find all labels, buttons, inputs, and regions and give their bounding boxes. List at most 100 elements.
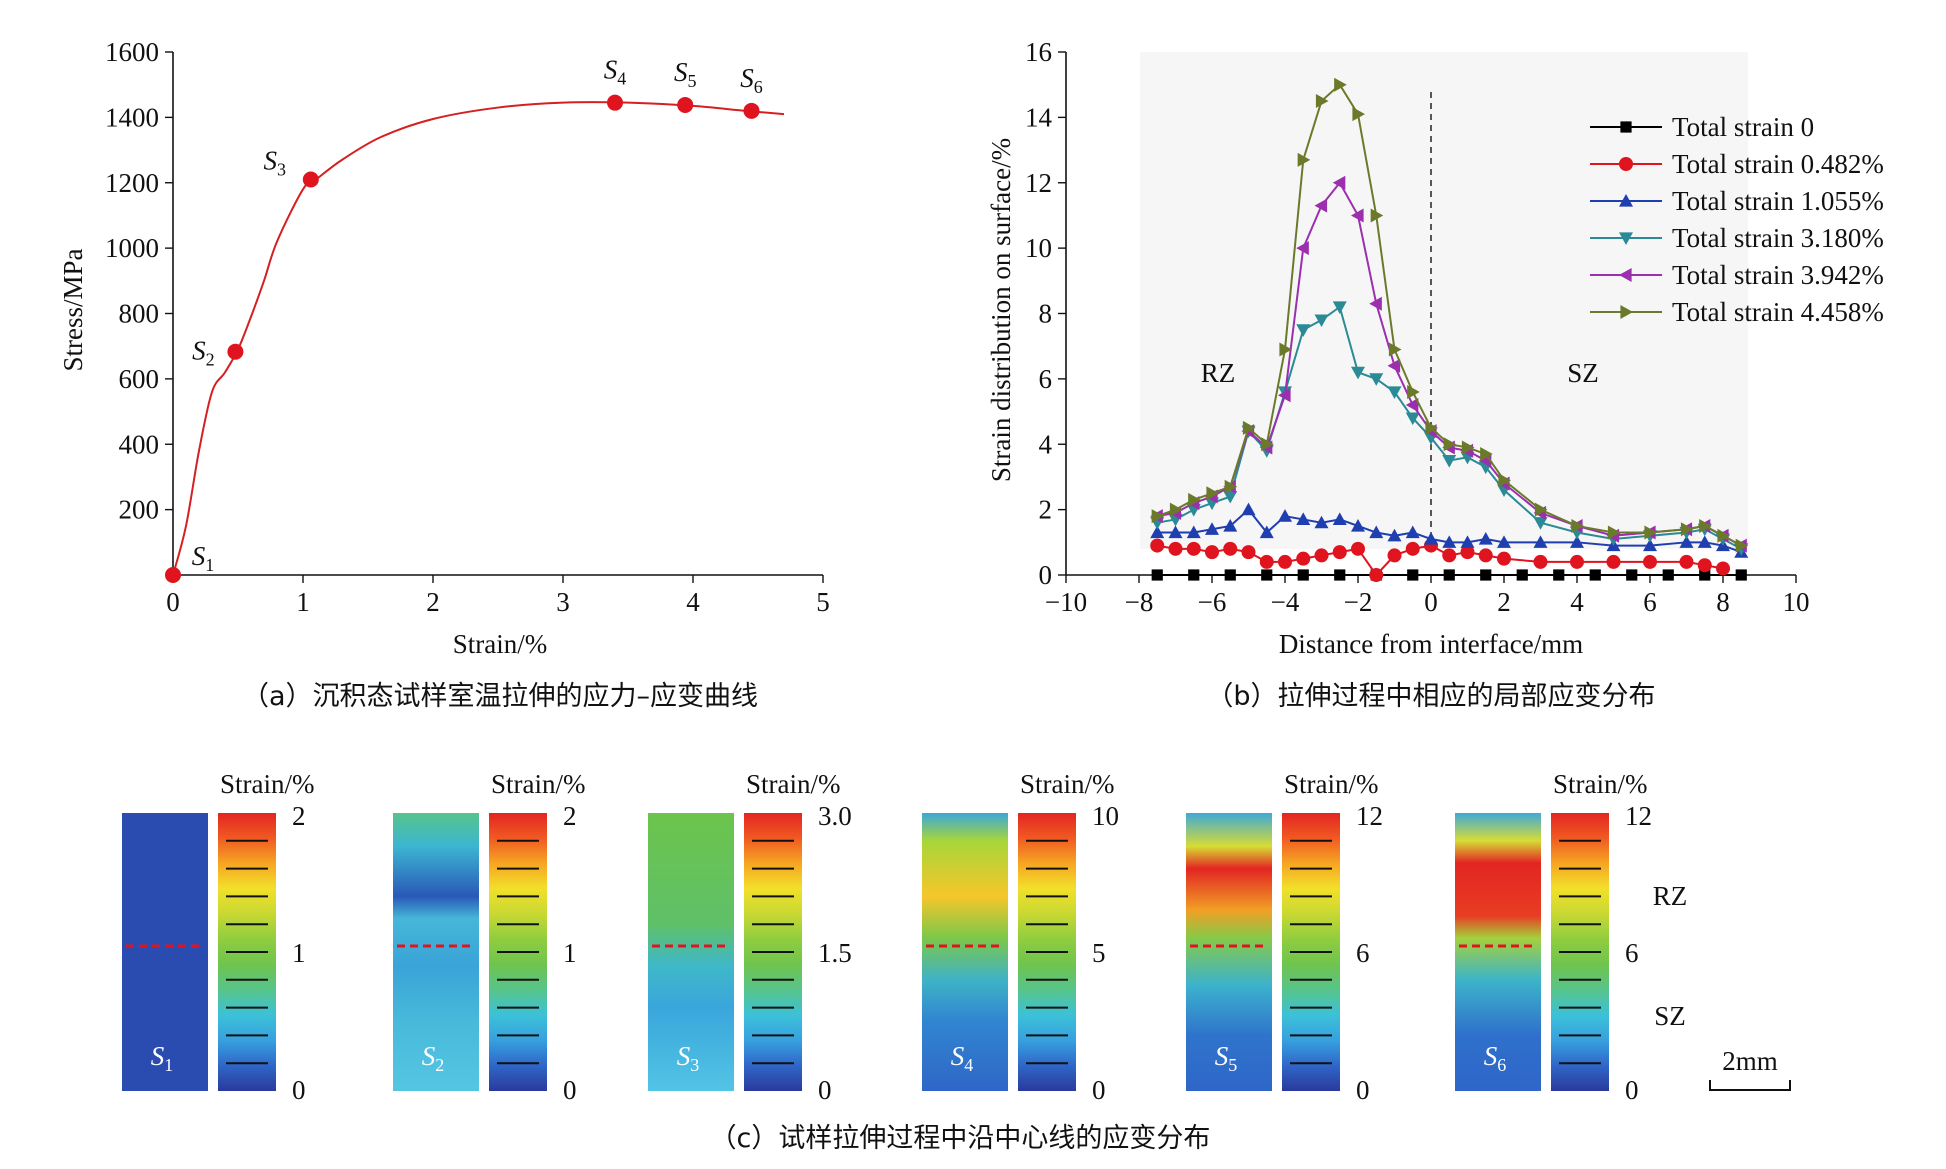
- series-5-point: [1607, 525, 1621, 540]
- y-tick-label-b: 4: [1039, 429, 1053, 459]
- series-5-point: [1680, 522, 1694, 537]
- y-tick-label-b: 0: [1039, 560, 1053, 590]
- map-label-s6: S6: [1484, 1041, 1507, 1075]
- series-1-point: [1241, 545, 1256, 560]
- colorbar-title: Strain/%: [1553, 769, 1648, 799]
- series-2-point: [1424, 532, 1438, 545]
- series-2-point: [1405, 525, 1420, 539]
- series-1-point: [1369, 568, 1384, 582]
- y-axis-label-b: Strain distribution on surface/%: [986, 138, 1016, 482]
- series-3-point: [1351, 366, 1365, 380]
- series-1-point: [1533, 554, 1548, 569]
- legend-marker-4: [1619, 268, 1632, 282]
- series-5-point: [1717, 528, 1730, 543]
- series-0-point: [1443, 569, 1455, 581]
- scale-bar-line: [1709, 1080, 1791, 1091]
- colorbar-tick-label: 6: [1356, 938, 1370, 968]
- y-tick-label-b: 14: [1025, 102, 1053, 132]
- x-tick-label-a: 3: [556, 587, 570, 617]
- strain-series: [1150, 77, 1749, 582]
- series-5-point: [1151, 509, 1165, 524]
- caption-a: （a）沉积态试样室温拉伸的应力–应变曲线: [242, 681, 758, 712]
- series-5-point: [1571, 518, 1584, 533]
- series-0-point: [1224, 569, 1236, 581]
- series-2-point: [1679, 535, 1694, 548]
- x-tick-label-a: 0: [166, 587, 180, 617]
- colorbar-tick-label: 0: [292, 1075, 306, 1105]
- series-5-point: [1261, 437, 1274, 452]
- y-tick-label-a: 1200: [105, 168, 159, 198]
- x-tick-label-b: 4: [1570, 587, 1584, 617]
- y-tick-label-a: 1600: [105, 37, 159, 67]
- y-tick-label-a: 400: [119, 429, 160, 459]
- series-5-point: [1699, 518, 1712, 533]
- series-4-point: [1405, 398, 1419, 413]
- colorbar-title: Strain/%: [746, 769, 841, 799]
- x-tick-label-b: −2: [1344, 587, 1373, 617]
- y-tick-label-b: 6: [1039, 364, 1053, 394]
- series-1-point: [1497, 551, 1511, 566]
- series-1-point: [1405, 541, 1420, 556]
- series-1-point: [1150, 538, 1165, 553]
- series-2-point: [1442, 535, 1457, 548]
- series-1-point: [1205, 545, 1219, 560]
- series-2-point: [1533, 535, 1548, 548]
- stage-label-s6: S6: [740, 63, 763, 97]
- series-0-point: [1261, 569, 1273, 581]
- x-axis-label-a: Strain/%: [453, 629, 548, 659]
- map-image-s1: [122, 813, 208, 1091]
- y-tick-label-a: 1000: [105, 233, 159, 263]
- stage-label-s1: S1: [192, 541, 215, 575]
- series-5-point: [1297, 152, 1311, 167]
- series-1-point: [1478, 548, 1493, 563]
- series-2-point: [1570, 535, 1584, 548]
- series-5-point: [1188, 492, 1201, 507]
- strain-map-s5: S5 Strain/%12 6 0: [1186, 769, 1383, 1105]
- series-0: [1151, 569, 1747, 581]
- x-tick-label-b: 10: [1783, 587, 1810, 617]
- series-5-point: [1352, 107, 1365, 122]
- series-2-point: [1314, 515, 1329, 529]
- series-2-point: [1643, 538, 1657, 552]
- series-4-point: [1314, 198, 1328, 213]
- series-3-point: [1442, 454, 1457, 468]
- colorbar-tick-label: 2: [563, 801, 577, 831]
- scale-bar-label: 2mm: [1722, 1046, 1778, 1076]
- map-image-s4: [922, 813, 1008, 1091]
- map-label-s5: S5: [1215, 1041, 1238, 1075]
- series-2-point: [1168, 525, 1183, 539]
- series-5-point: [1735, 538, 1749, 553]
- chart-a-axes: [172, 52, 823, 576]
- x-tick-label-b: −10: [1045, 587, 1087, 617]
- series-2-point: [1387, 528, 1402, 542]
- colorbar-tick-label: 0: [563, 1075, 577, 1105]
- colorbar-tick-label: 0: [1092, 1075, 1106, 1105]
- series-3-point: [1332, 301, 1347, 314]
- series-0-point: [1553, 569, 1565, 581]
- stage-points: S1 S2 S3 S4 S5 S6: [165, 55, 763, 583]
- x-tick-label-b: 8: [1716, 587, 1730, 617]
- series-1: [1150, 538, 1730, 582]
- series-2-point: [1205, 522, 1219, 535]
- series-5-point: [1169, 502, 1183, 517]
- stage-label-s4: S4: [604, 55, 627, 89]
- colorbar-tick-label: 3.0: [818, 801, 852, 831]
- colorbar-tick-label: 10: [1092, 801, 1119, 831]
- strain-map-s6: S6 Strain/%12 6 0: [1455, 769, 1652, 1105]
- series-2-point: [1186, 525, 1201, 539]
- x-axis-label-b: Distance from interface/mm: [1279, 629, 1583, 659]
- colorbar-tick-label: 2: [292, 801, 306, 831]
- y-tick-label-b: 12: [1025, 168, 1052, 198]
- colorbar-title: Strain/%: [1284, 769, 1379, 799]
- series-0-point: [1699, 569, 1711, 581]
- series-3-point: [1387, 386, 1402, 399]
- series-5-point: [1279, 342, 1292, 357]
- series-2-point: [1150, 525, 1165, 539]
- strain-map-s2: S2 Strain/%2 1 0: [393, 769, 586, 1105]
- series-2-point: [1369, 525, 1384, 539]
- legend-label-2: Total strain 1.055%: [1672, 186, 1884, 216]
- zone-label-sz-c: SZ: [1654, 1001, 1686, 1031]
- series-5-point: [1443, 437, 1457, 452]
- colorbar-tick-label: 1: [292, 938, 306, 968]
